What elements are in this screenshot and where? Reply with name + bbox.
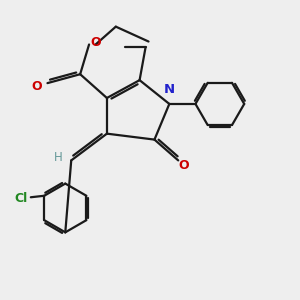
Text: N: N	[164, 82, 175, 96]
Text: O: O	[178, 159, 189, 172]
Text: O: O	[90, 37, 101, 50]
Text: Cl: Cl	[15, 192, 28, 205]
Text: H: H	[54, 151, 63, 164]
Text: O: O	[32, 80, 42, 93]
